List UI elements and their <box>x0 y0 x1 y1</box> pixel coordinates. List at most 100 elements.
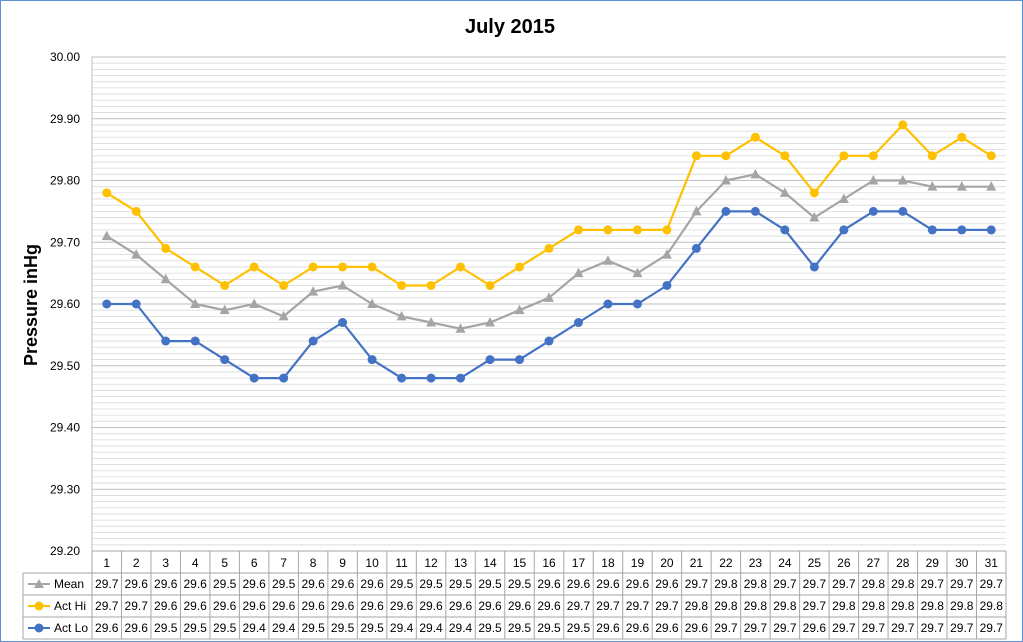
data-point <box>544 292 554 302</box>
table-cell: 29.7 <box>862 621 886 635</box>
table-cell: 29.5 <box>419 577 443 591</box>
data-point <box>514 304 525 315</box>
table-cell: 29.7 <box>921 621 945 635</box>
data-point <box>750 206 760 216</box>
table-cell: 29.8 <box>714 577 738 591</box>
data-point <box>190 298 201 308</box>
legend-label: Act Lo <box>54 621 88 635</box>
data-point <box>308 336 318 346</box>
data-point <box>868 206 878 216</box>
data-point <box>602 255 613 265</box>
table-cell: 29.7 <box>685 577 709 591</box>
data-point <box>691 151 701 161</box>
data-point <box>544 336 554 346</box>
data-point <box>249 373 259 383</box>
table-cell: 29.6 <box>508 599 532 613</box>
data-point <box>721 151 731 161</box>
data-point <box>632 225 642 235</box>
data-point <box>515 355 525 365</box>
table-cell: 29.5 <box>508 577 532 591</box>
y-tick-label: 29.70 <box>50 235 80 249</box>
x-tick-label: 6 <box>251 556 258 570</box>
data-point <box>337 279 348 290</box>
table-cell: 29.8 <box>921 599 945 613</box>
table-cell: 29.6 <box>95 621 119 635</box>
data-point <box>898 206 908 216</box>
table-cell: 29.7 <box>596 599 620 613</box>
data-point <box>957 132 967 142</box>
table-cell: 29.6 <box>331 577 355 591</box>
table-cell: 29.6 <box>626 577 650 591</box>
table-cell: 29.4 <box>272 621 296 635</box>
table-cell: 29.8 <box>980 599 1004 613</box>
table-cell: 29.6 <box>596 577 620 591</box>
table-cell: 29.6 <box>655 577 679 591</box>
data-point <box>190 336 200 346</box>
table-cell: 29.7 <box>95 577 119 591</box>
table-cell: 29.6 <box>154 577 178 591</box>
gridlines <box>91 56 1006 552</box>
data-point <box>308 262 318 272</box>
data-point <box>927 151 937 161</box>
data-point <box>957 225 967 235</box>
table-cell: 29.6 <box>537 577 561 591</box>
data-point <box>279 373 289 383</box>
x-tick-label: 25 <box>808 556 822 570</box>
series-lines <box>101 120 997 383</box>
legend-marker <box>34 623 44 633</box>
data-point <box>986 151 996 161</box>
data-point <box>219 304 230 315</box>
data-point <box>249 262 259 272</box>
table-cell: 29.7 <box>950 621 974 635</box>
table-cell: 29.5 <box>478 577 502 591</box>
data-point <box>102 299 112 309</box>
table-cell: 29.7 <box>714 621 738 635</box>
data-point <box>426 280 436 290</box>
table-cell: 29.6 <box>655 621 679 635</box>
table-cell: 29.6 <box>301 599 325 613</box>
data-point <box>573 225 583 235</box>
table-cell: 29.7 <box>803 577 827 591</box>
data-point <box>397 373 407 383</box>
data-point <box>809 262 819 272</box>
data-point <box>220 355 230 365</box>
table-cell: 29.8 <box>744 577 768 591</box>
table-cell: 29.5 <box>331 621 355 635</box>
data-point <box>396 310 407 321</box>
table-cell: 29.6 <box>184 599 208 613</box>
x-tick-label: 24 <box>778 556 792 570</box>
table-cell: 29.7 <box>773 577 797 591</box>
table-cell: 29.6 <box>242 599 266 613</box>
table-cell: 29.6 <box>685 621 709 635</box>
table-cell: 29.4 <box>419 621 443 635</box>
data-point <box>780 151 790 161</box>
legend-marker <box>34 601 44 611</box>
table-cell: 29.8 <box>862 577 886 591</box>
table-cell: 29.6 <box>154 599 178 613</box>
data-point <box>485 355 495 365</box>
data-point <box>986 225 996 235</box>
table-cell: 29.5 <box>537 621 561 635</box>
x-tick-label: 5 <box>221 556 228 570</box>
table-cell: 29.8 <box>832 599 856 613</box>
table-cell: 29.7 <box>803 599 827 613</box>
x-tick-label: 8 <box>310 556 317 570</box>
x-tick-label: 22 <box>719 556 733 570</box>
x-tick-label: 4 <box>192 556 199 570</box>
data-point <box>515 262 525 272</box>
data-point <box>102 188 112 198</box>
x-tick-label: 31 <box>985 556 999 570</box>
data-point <box>927 181 938 191</box>
data-point <box>839 225 849 235</box>
data-point <box>160 273 171 284</box>
x-tick-label: 10 <box>365 556 379 570</box>
data-point <box>131 249 142 259</box>
data-point <box>632 299 642 309</box>
table-cell: 29.8 <box>685 599 709 613</box>
data-point <box>456 262 466 272</box>
table-cell: 29.5 <box>478 621 502 635</box>
x-tick-label: 2 <box>133 556 140 570</box>
table-cell: 29.5 <box>360 621 384 635</box>
